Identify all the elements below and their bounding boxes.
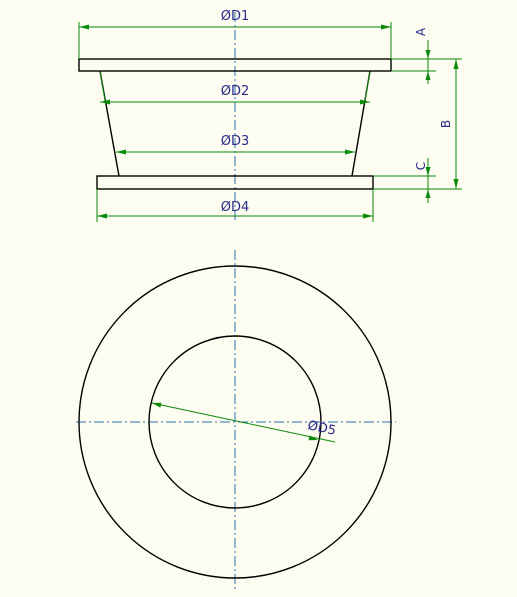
dimension-d5: ØD5	[151, 402, 337, 443]
dimension-b: B	[436, 58, 462, 190]
dimension-a: A	[391, 27, 436, 84]
inner-circle	[148, 335, 322, 509]
label-a: A	[414, 27, 428, 36]
label-b: B	[439, 120, 453, 128]
label-d2: ØD2	[221, 84, 250, 99]
dimension-c: C	[373, 158, 436, 203]
dimension-d3: ØD3	[116, 134, 355, 155]
bottom-flange	[96, 175, 374, 190]
outer-circle	[78, 265, 392, 579]
dimension-d2: ØD2	[99, 71, 371, 105]
dimension-d4: ØD4	[96, 189, 374, 222]
top-view: ØD5	[76, 250, 396, 590]
top-flange	[78, 58, 392, 72]
label-d5: ØD5	[306, 418, 337, 439]
label-c: C	[414, 162, 428, 170]
dimension-d1: ØD1	[78, 9, 392, 59]
side-view: ØD1 ØD2 ØD3 ØD4	[78, 9, 462, 222]
label-d1: ØD1	[221, 9, 250, 24]
label-d4: ØD4	[221, 200, 250, 215]
label-d3: ØD3	[221, 134, 250, 149]
